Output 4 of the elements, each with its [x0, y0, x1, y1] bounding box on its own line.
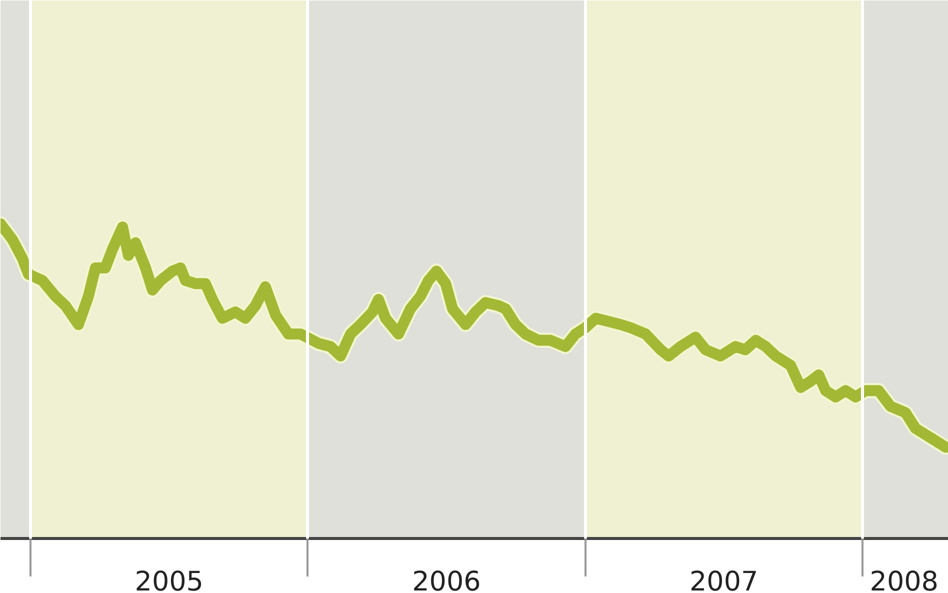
- x-tick-label: 2008: [870, 566, 938, 593]
- x-tick-label: 2006: [412, 566, 481, 593]
- x-tick-label: 2005: [134, 566, 204, 593]
- x-tick-label: 2007: [689, 566, 758, 593]
